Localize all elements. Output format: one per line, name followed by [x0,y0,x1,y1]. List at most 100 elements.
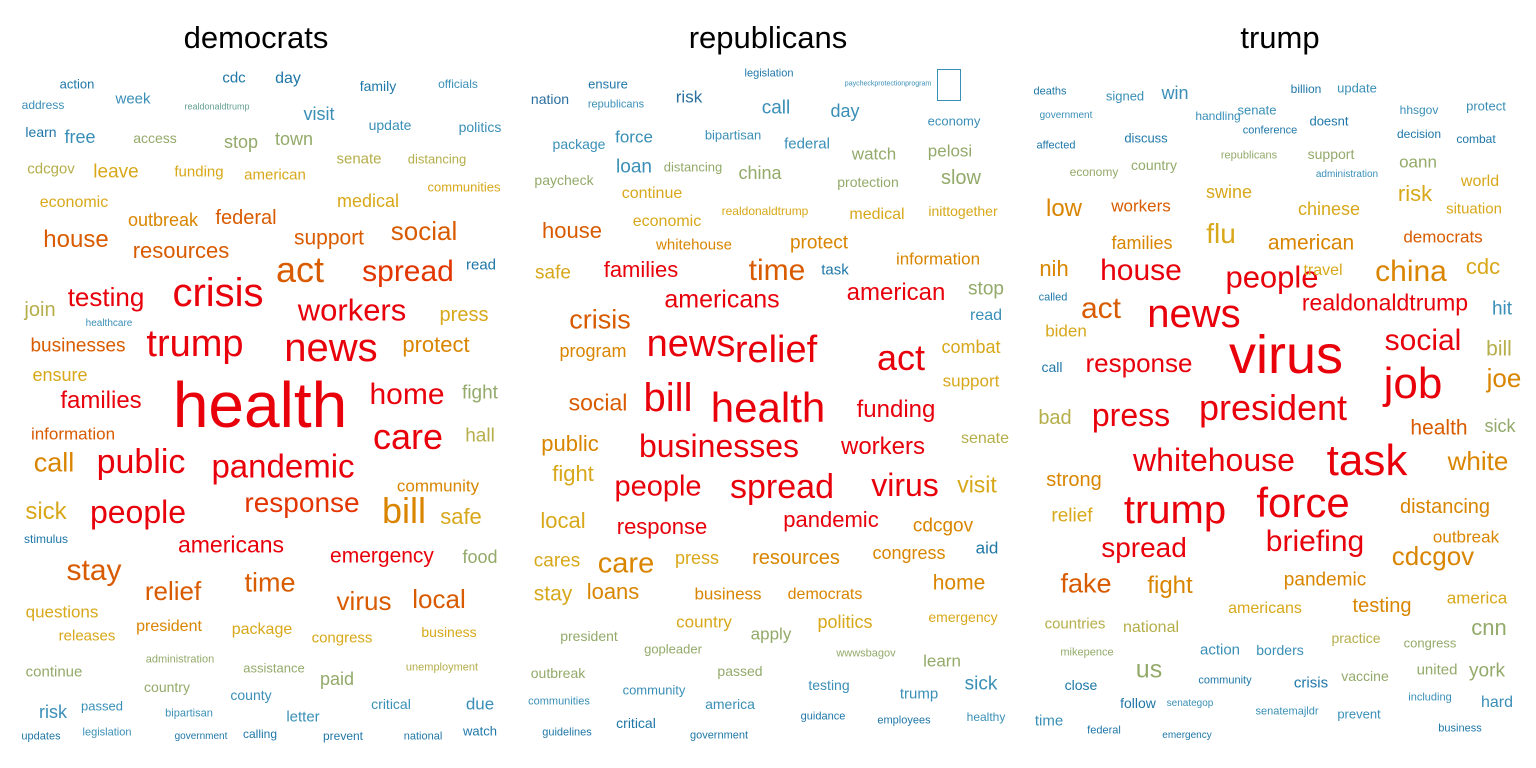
word-sick: sick [1484,416,1516,436]
word-york: york [1469,660,1505,682]
word-relief: relief [1051,505,1093,527]
word-prevent: prevent [322,729,364,743]
word-doesnt: doesnt [1309,113,1349,129]
word-pandemic: pandemic [211,447,355,485]
word-aid: aid [975,538,999,558]
word-hall: hall [465,425,495,447]
word-bill: bill [1486,337,1512,361]
word-time: time [748,254,806,287]
word-china: china [1375,255,1447,288]
word-town: town [274,129,314,149]
word-update: update [368,117,412,133]
word-response: response [244,487,360,518]
word-social: social [568,389,628,416]
word-legislation: legislation [82,726,132,739]
word-read: read [969,307,1003,324]
word-visit: visit [303,104,335,124]
word-families: families [1111,233,1173,253]
word-social: social [1384,324,1462,357]
word-action: action [59,76,95,92]
word-fake: fake [1060,568,1112,599]
word-cares: cares [533,550,581,572]
word-spread: spread [362,255,454,288]
word-bill: bill [643,376,693,420]
word-paycheckprotectionprogram: paycheckprotectionprogram [844,80,932,88]
word-business: business [421,624,477,640]
word-week: week [115,90,151,108]
word-prevent: prevent [1337,706,1381,722]
word-white: white [1447,446,1509,476]
word-congress: congress [311,629,373,647]
word-swine: swine [1205,182,1253,202]
word-cdcgov: cdcgov [1391,541,1475,571]
word-businesses: businesses [638,428,800,464]
word-federal: federal [784,135,830,153]
word-stop: stop [223,132,259,152]
word-win: win [1161,83,1189,103]
word-leave: leave [93,161,139,183]
word-decision: decision [1396,127,1442,141]
word-federal: federal [1087,724,1121,737]
word-realdonaldtrump: realdonaldtrump [1301,289,1469,316]
word-biden: biden [1045,321,1087,341]
word-outbreak: outbreak [1432,527,1500,547]
word-outbreak: outbreak [530,665,586,681]
word-gopleader: gopleader [644,641,702,657]
word-act: act [876,337,926,378]
word-cloud: deaths signed win billion update government ha… [1024,0,1536,768]
word-cdcgov: cdcgov [27,160,75,178]
word-hit: hit [1491,298,1513,320]
word-loans: loans [586,579,640,604]
word-press: press [674,548,720,568]
word-watch: watch [463,723,497,739]
word-travel: travel [1303,262,1343,279]
word-guidance: guidance [800,710,846,723]
word-hard: hard [1480,694,1514,711]
word-address: address [21,98,65,112]
word-cdc: cdc [222,69,246,87]
word-cdc: cdc [1465,254,1501,279]
word-community: community [1198,674,1252,687]
panel-trump: trump deaths signed win billion update govern… [1024,0,1536,768]
word-spread: spread [1101,532,1187,563]
word-senate: senate [960,430,1010,447]
word-situation: situation [1446,200,1502,218]
word-vaccine: vaccine [1341,668,1389,684]
word-government: government [1039,110,1093,121]
word-conference: conference [1242,124,1298,137]
word-bad: bad [1038,407,1072,429]
word-whitehouse: whitehouse [1133,442,1295,478]
word-businesses: businesses [30,335,126,357]
word-crisis: crisis [569,304,631,335]
word-passed: passed [717,663,763,679]
word-medical: medical [336,191,400,211]
word-assistance: assistance [243,660,305,676]
word-mikepence: mikepence [1060,646,1114,659]
word-sick: sick [25,498,67,525]
word-joe: joe [1486,363,1522,393]
word-house: house [1100,254,1182,287]
word-resources: resources [132,238,230,263]
word-americans: americans [177,531,285,558]
word-unemployment: unemployment [405,661,479,674]
word-americans: americans [1228,600,1302,617]
word-health: health [710,384,826,431]
word-relief: relief [734,329,818,371]
word-people: people [89,494,187,530]
word-trump: trump [899,685,939,703]
word-distancing: distancing [663,159,723,175]
word-testing: testing [67,282,145,312]
word-ensure: ensure [32,365,88,385]
word-politics: politics [458,119,502,135]
word-news: news [284,326,378,370]
word-american: american [1267,231,1355,255]
word-community: community [396,476,480,496]
word-time: time [244,567,296,598]
word-force: force [615,127,653,147]
panel-title: republicans [688,20,848,55]
word-pandemic: pandemic [783,507,879,532]
word-emergency: emergency [330,544,434,568]
word-president: president [136,618,202,635]
word-continue: continue [621,185,683,202]
